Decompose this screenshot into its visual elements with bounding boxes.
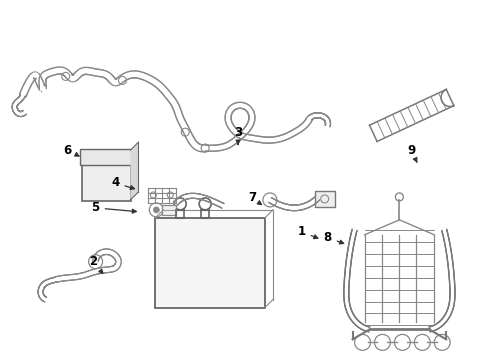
- Text: 3: 3: [234, 126, 242, 144]
- Text: 2: 2: [90, 255, 103, 274]
- Text: 4: 4: [111, 176, 134, 189]
- Polygon shape: [130, 142, 138, 200]
- FancyBboxPatch shape: [315, 191, 335, 207]
- Text: 8: 8: [323, 231, 343, 244]
- FancyBboxPatch shape: [80, 149, 133, 165]
- Text: 9: 9: [407, 144, 417, 162]
- Text: 6: 6: [64, 144, 79, 157]
- FancyBboxPatch shape: [82, 161, 131, 201]
- Circle shape: [153, 207, 159, 213]
- Bar: [155, 218, 265, 307]
- Bar: [162, 205, 176, 215]
- Text: 7: 7: [248, 192, 262, 204]
- Text: 5: 5: [92, 201, 136, 215]
- Text: 1: 1: [298, 225, 318, 239]
